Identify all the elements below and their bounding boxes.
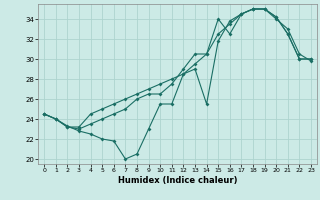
X-axis label: Humidex (Indice chaleur): Humidex (Indice chaleur) bbox=[118, 176, 237, 185]
